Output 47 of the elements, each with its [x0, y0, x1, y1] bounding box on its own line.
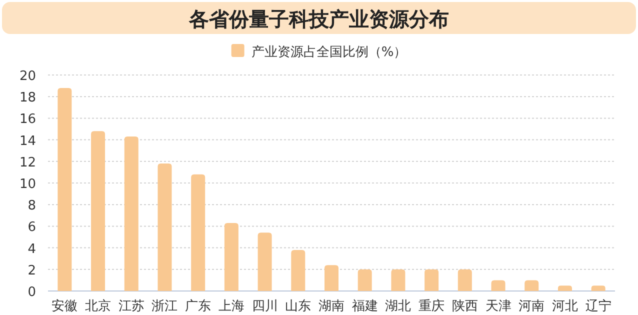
- y-tick-label: 6: [28, 220, 36, 236]
- bar: [458, 269, 472, 291]
- x-tick-label: 辽宁: [585, 298, 612, 314]
- x-tick-label: 广东: [185, 299, 212, 314]
- y-tick-label: 14: [19, 134, 36, 149]
- bar: [91, 131, 106, 291]
- bar: [58, 88, 72, 291]
- chart-title: 各省份量子科技产业资源分布: [188, 7, 449, 31]
- x-tick-label: 浙江: [152, 299, 178, 314]
- x-tick-label: 江苏: [118, 299, 144, 314]
- y-tick-label: 4: [28, 242, 36, 257]
- bar: [491, 280, 506, 291]
- bar: [291, 250, 306, 291]
- bar: [591, 286, 606, 291]
- y-tick-label: 0: [28, 285, 36, 300]
- x-tick-label: 湖南: [318, 299, 344, 314]
- y-tick-label: 20: [19, 69, 36, 84]
- bar: [324, 265, 339, 291]
- bar: [524, 280, 539, 291]
- x-tick-label: 重庆: [418, 299, 445, 314]
- bar: [558, 286, 572, 291]
- x-tick-label: 山东: [285, 299, 312, 314]
- x-tick-label: 天津: [485, 299, 512, 314]
- y-tick-label: 2: [28, 263, 36, 278]
- bar: [424, 269, 439, 291]
- y-tick-label: 16: [19, 112, 36, 128]
- bar: [158, 164, 172, 291]
- bar: [191, 174, 206, 291]
- bar: [258, 232, 272, 291]
- y-tick-label: 18: [19, 90, 36, 106]
- x-tick-label: 安徽: [52, 298, 78, 314]
- x-tick-label: 四川: [252, 299, 278, 314]
- x-tick-label: 上海: [218, 299, 244, 314]
- legend-label: 产业资源占全国比例（%）: [251, 45, 407, 60]
- x-tick-label: 河南: [518, 299, 545, 314]
- x-tick-label: 湖北: [385, 299, 412, 314]
- bar: [391, 269, 406, 291]
- y-tick-label: 8: [28, 198, 36, 214]
- x-tick-label: 河北: [552, 299, 578, 314]
- bar: [358, 269, 372, 291]
- y-tick-label: 12: [19, 155, 36, 170]
- y-tick-label: 10: [19, 177, 36, 192]
- x-tick-label: 陕西: [452, 299, 478, 314]
- bar: [224, 222, 238, 291]
- bar: [124, 136, 138, 291]
- x-tick-label: 福建: [352, 299, 378, 314]
- x-tick-label: 北京: [85, 299, 112, 314]
